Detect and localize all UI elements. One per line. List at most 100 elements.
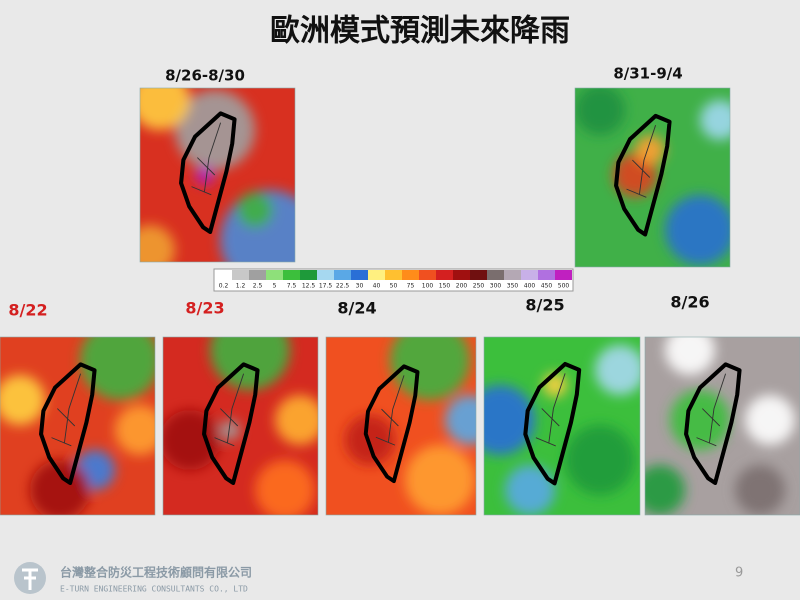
- colorbar-tick-label: 30: [356, 283, 364, 290]
- colorbar-cell: [385, 270, 402, 280]
- colorbar-tick-label: 12.5: [302, 283, 316, 290]
- rain-area: [745, 395, 795, 445]
- rain-area: [700, 100, 730, 140]
- rain-area: [635, 135, 665, 165]
- colorbar-tick-label: 0.2: [219, 283, 229, 290]
- map-label: 8/24: [337, 299, 376, 318]
- colorbar-tick-label: 2.5: [253, 283, 263, 290]
- map-label: 8/23: [185, 299, 224, 318]
- colorbar-tick-label: 350: [507, 283, 519, 290]
- colorbar-tick-label: 500: [558, 283, 570, 290]
- map-label: 8/26-8/30: [165, 67, 245, 85]
- colorbar-cell: [283, 270, 300, 280]
- colorbar-cell: [419, 270, 436, 280]
- map-label: 8/26: [670, 293, 709, 312]
- map-frame: [162, 336, 319, 516]
- colorbar-cell: [249, 270, 266, 280]
- colorbar-tick-label: 1.2: [236, 283, 246, 290]
- rain-area: [163, 410, 220, 470]
- colorbar-cell: [470, 270, 487, 280]
- colorbar-tick-label: 250: [473, 283, 485, 290]
- rain-area: [275, 395, 318, 445]
- logo-mark: [22, 568, 38, 590]
- map-frame: [574, 87, 731, 268]
- rain-area: [195, 165, 215, 185]
- map: [484, 337, 640, 515]
- page-number: 9: [735, 566, 743, 581]
- rain-area: [175, 90, 255, 170]
- rain-area: [665, 337, 715, 375]
- colorbar-cell: [334, 270, 351, 280]
- colorbar: 0.2 1.2 2.5 5 7.5 12.5 17.5 22.5 30 40 50 75 100 150 2…: [215, 270, 572, 290]
- colorbar-cell: [436, 270, 453, 280]
- rain-area: [670, 390, 730, 450]
- rain-area: [645, 465, 685, 515]
- rain-area: [595, 345, 640, 395]
- company-name-en: E-TURN ENGINEERING CONSULTANTS CO., LTD: [60, 585, 248, 594]
- map: [326, 337, 476, 515]
- rain-area: [140, 225, 175, 262]
- colorbar-cell: [266, 270, 283, 280]
- map: [0, 337, 155, 515]
- map-field: [645, 337, 795, 515]
- map-label: 8/31-9/4: [613, 65, 682, 83]
- rain-area: [0, 375, 45, 425]
- rain-area: [255, 460, 315, 515]
- rain-area: [345, 415, 395, 465]
- colorbar-cell: [521, 270, 538, 280]
- colorbar-tick-label: 150: [439, 283, 451, 290]
- colorbar-cell: [453, 270, 470, 280]
- colorbar-cell: [232, 270, 249, 280]
- map: [163, 337, 318, 515]
- map-frame: [139, 87, 296, 263]
- colorbar-tick-label: 50: [390, 283, 398, 290]
- map-field: [345, 337, 476, 515]
- rain-area: [575, 88, 625, 135]
- map-field: [0, 337, 155, 515]
- colorbar-cell: [351, 270, 368, 280]
- map: [140, 88, 295, 262]
- map-frame: [483, 336, 641, 516]
- colorbar-tick-label: 40: [373, 283, 381, 290]
- colorbar-tick-label: 75: [407, 283, 415, 290]
- map-frame: [644, 336, 800, 516]
- rain-area: [735, 465, 785, 515]
- rain-area: [665, 195, 730, 265]
- colorbar-cell: [317, 270, 334, 280]
- colorbar-tick-label: 17.5: [319, 283, 333, 290]
- colorbar-tick-label: 400: [524, 283, 536, 290]
- rain-area: [115, 405, 155, 455]
- rain-area: [140, 88, 190, 130]
- rain-area: [237, 192, 273, 228]
- map-field: [575, 88, 730, 265]
- colorbar-cell: [215, 270, 232, 280]
- rain-area: [30, 460, 90, 515]
- map-label: 8/25: [525, 296, 564, 315]
- rain-area: [445, 395, 476, 445]
- rain-area: [543, 373, 567, 397]
- colorbar-cell: [538, 270, 555, 280]
- map-label: 8/22: [8, 301, 47, 320]
- company-name: 台灣整合防災工程技術顧問有限公司: [60, 565, 252, 580]
- rain-area: [484, 385, 535, 455]
- maps: [0, 87, 800, 516]
- rain-area: [220, 420, 240, 440]
- map-field: [484, 345, 640, 515]
- colorbar-tick-label: 200: [456, 283, 468, 290]
- colorbar-cell: [487, 270, 504, 280]
- map: [645, 337, 800, 515]
- rain-area: [405, 445, 475, 515]
- title: 歐洲模式預測未來降雨: [270, 14, 570, 49]
- colorbar-tick-label: 100: [422, 283, 434, 290]
- rain-area: [505, 465, 555, 515]
- map-frame: [0, 336, 156, 516]
- map: [575, 88, 730, 267]
- colorbar-cell: [504, 270, 521, 280]
- map-frame: [325, 336, 477, 516]
- colorbar-tick-label: 450: [541, 283, 553, 290]
- colorbar-cell: [368, 270, 385, 280]
- colorbar-tick-label: 5: [273, 283, 277, 290]
- colorbar-tick-label: 300: [490, 283, 502, 290]
- rain-area: [565, 425, 635, 495]
